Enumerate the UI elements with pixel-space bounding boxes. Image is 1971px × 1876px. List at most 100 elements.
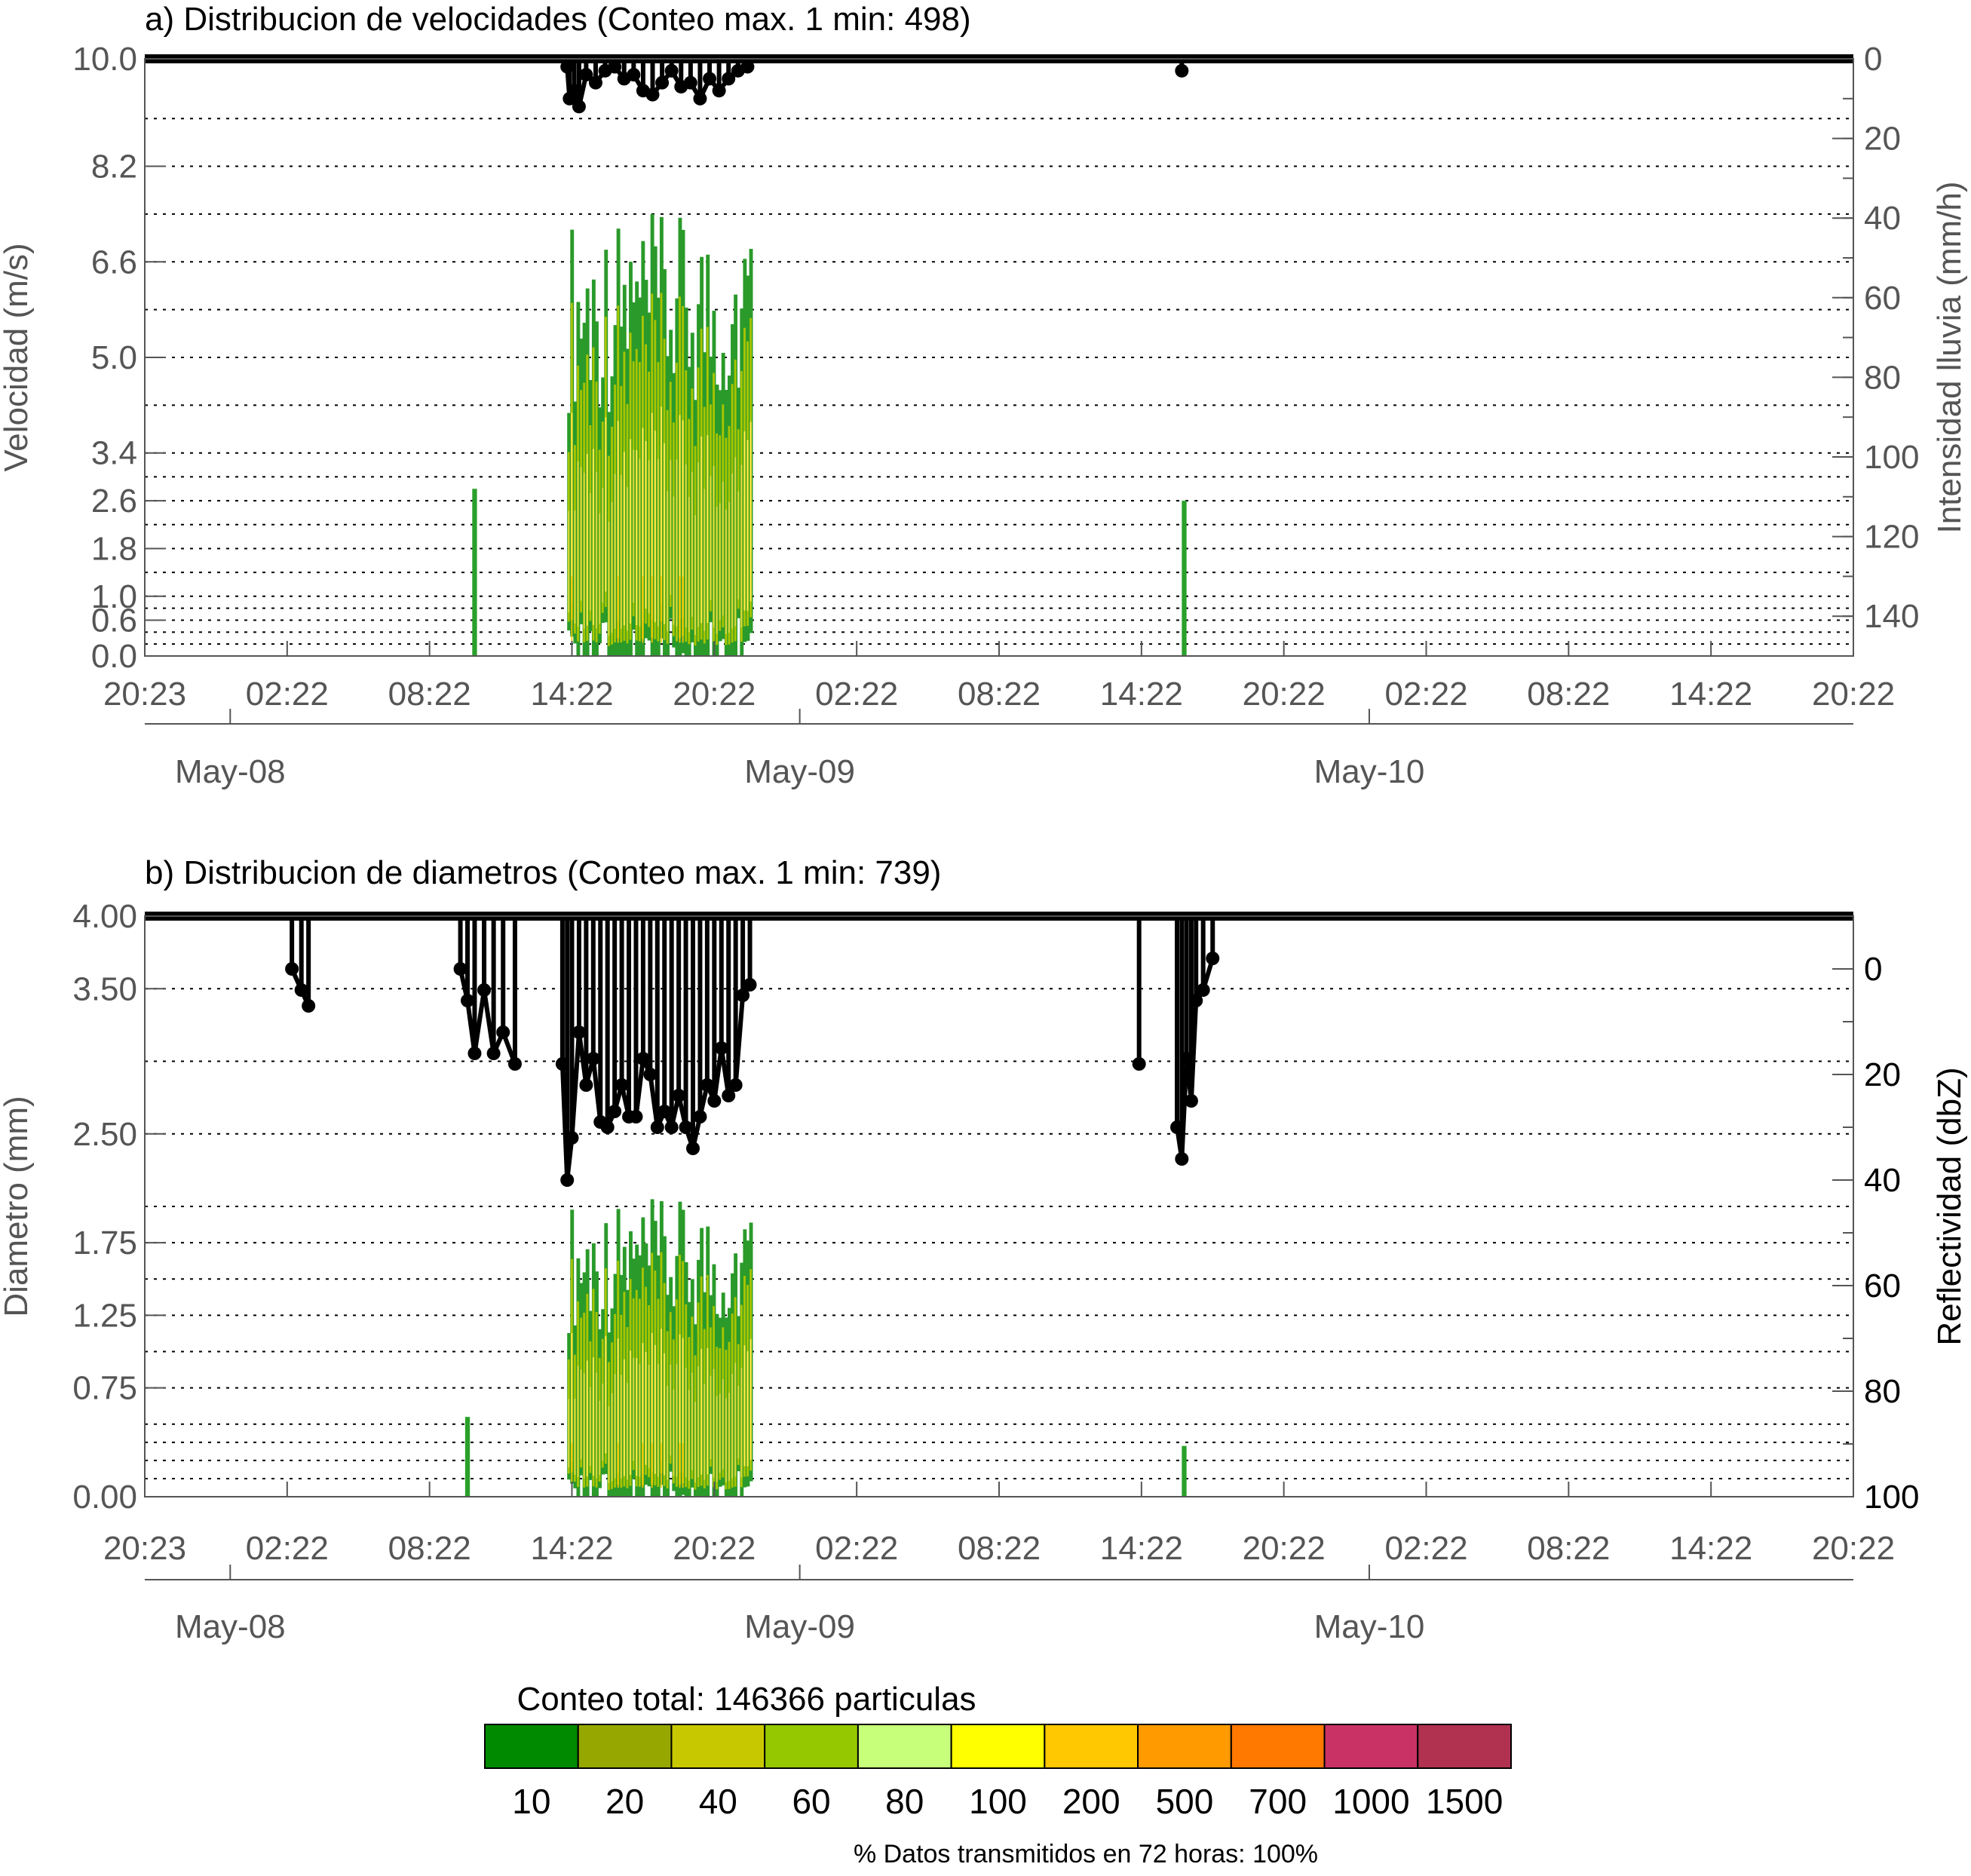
series-segment bbox=[482, 989, 496, 1054]
band-streak-core bbox=[580, 467, 582, 601]
band-streak-core bbox=[577, 461, 579, 627]
intensity-series bbox=[145, 54, 1853, 114]
band-streak-core bbox=[667, 491, 669, 632]
colorbar-label: 20 bbox=[605, 1782, 644, 1821]
series-segment bbox=[1179, 1058, 1189, 1160]
y2-tick-label: 100 bbox=[1864, 1479, 1919, 1516]
band-streak-core bbox=[630, 439, 632, 624]
colorbar-label: 500 bbox=[1156, 1782, 1214, 1821]
band-streak-core bbox=[654, 431, 656, 623]
colorbar-label: 1000 bbox=[1332, 1782, 1409, 1821]
band-streak-core bbox=[716, 507, 718, 634]
colorbar-title: Conteo total: 146366 particulas bbox=[517, 1681, 976, 1718]
y-tick-label: 4.00 bbox=[72, 898, 137, 935]
band-streak-core bbox=[749, 1338, 752, 1461]
series-segment bbox=[1188, 1000, 1199, 1102]
distribution-band bbox=[464, 1417, 471, 1497]
band-streak-core bbox=[707, 435, 709, 624]
series-segment bbox=[576, 1031, 589, 1086]
series-segment bbox=[633, 1058, 645, 1117]
band-streak-core bbox=[688, 497, 690, 633]
band-streak-core bbox=[660, 1329, 663, 1462]
band-streak-core bbox=[589, 1387, 591, 1467]
band-streak-core bbox=[586, 1360, 588, 1476]
band-streak-core bbox=[722, 1379, 724, 1470]
date-tick-label: May-09 bbox=[744, 1608, 855, 1645]
band-streak-core bbox=[697, 1366, 700, 1478]
band-streak-core bbox=[589, 492, 591, 611]
x-tick-label: 20:23 bbox=[103, 1530, 186, 1567]
distribution-band bbox=[567, 214, 753, 657]
series-segment bbox=[590, 1058, 603, 1123]
y-tick-label: 1.25 bbox=[72, 1297, 137, 1334]
band-streak-core bbox=[623, 1359, 625, 1476]
distribution-band bbox=[1182, 1445, 1187, 1497]
band-streak-core bbox=[713, 466, 715, 628]
band-streak-hot bbox=[617, 1442, 619, 1488]
y2-axis-label: Reflectividad (dbZ) bbox=[1931, 1067, 1968, 1345]
band-streak-core bbox=[740, 1368, 743, 1478]
y-axis: 4.00 3.50 2.50 1.75 1.25 0.75 0.00 Diametro (mm… bbox=[0, 898, 166, 1516]
band-streak-core bbox=[633, 1357, 635, 1461]
y2-tick-label: 80 bbox=[1864, 359, 1901, 396]
band-streak-core bbox=[673, 1389, 675, 1476]
date-tick-label: May-10 bbox=[1314, 753, 1425, 790]
band-streak-core bbox=[568, 510, 570, 613]
y2-tick-label: 140 bbox=[1864, 598, 1919, 635]
colorbar-label: 60 bbox=[792, 1782, 830, 1821]
band-streak-core bbox=[679, 415, 681, 621]
band-streak-core bbox=[700, 1348, 703, 1475]
band-streak-core bbox=[667, 1385, 669, 1480]
band-streak-core bbox=[746, 440, 749, 611]
band-streak-core bbox=[691, 1372, 693, 1471]
band-streak-core bbox=[571, 1332, 573, 1461]
band-streak-core bbox=[639, 458, 641, 627]
x-tick-label: 14:22 bbox=[1100, 1530, 1183, 1567]
date-tick-label: May-10 bbox=[1314, 1608, 1425, 1645]
date-tick-label: May-08 bbox=[175, 1608, 286, 1645]
y-tick-label: 3.4 bbox=[91, 435, 137, 472]
band-streak-hot bbox=[571, 1442, 573, 1488]
x-tick-label: 08:22 bbox=[1527, 1530, 1610, 1567]
band-streak-hot bbox=[617, 576, 619, 643]
y-tick-label: 3.50 bbox=[72, 970, 137, 1007]
band-streak-core bbox=[697, 462, 700, 627]
colorbar-label: 10 bbox=[512, 1782, 550, 1821]
band-streak-core bbox=[731, 474, 734, 629]
band-streak-core bbox=[660, 406, 663, 604]
y2-tick-label: 20 bbox=[1864, 121, 1901, 158]
x-tick-label: 14:22 bbox=[1669, 676, 1752, 713]
band-streak-hot bbox=[682, 1442, 684, 1488]
band-streak-hot bbox=[661, 576, 662, 643]
band-streak-core bbox=[623, 452, 625, 626]
x-tick-label: 08:22 bbox=[958, 1530, 1041, 1567]
band-streak-core bbox=[636, 1358, 638, 1476]
y2-axis: 0 20 40 60 80 100 Reflectividad (dbZ) bbox=[1832, 915, 1968, 1516]
series-point bbox=[740, 60, 755, 74]
y2-tick-label: 20 bbox=[1864, 1056, 1901, 1093]
band-streak-core bbox=[620, 474, 622, 629]
y2-tick-label: 40 bbox=[1864, 200, 1901, 237]
band-streak-core bbox=[657, 458, 659, 627]
footer-note: % Datos transmitidos en 72 horas: 100% bbox=[854, 1840, 1318, 1868]
y-tick-label: 2.50 bbox=[72, 1116, 137, 1153]
colorbar-label: 40 bbox=[699, 1782, 737, 1821]
colorbar-swatch bbox=[1230, 1724, 1326, 1769]
colorbar-swatch bbox=[857, 1724, 952, 1769]
date-tick-label: May-09 bbox=[744, 753, 855, 790]
y2-tick-label: 120 bbox=[1864, 519, 1919, 556]
band-streak-core bbox=[577, 1366, 579, 1477]
x-tick-label: 02:22 bbox=[815, 1530, 898, 1567]
panel-title: a) Distribucion de velocidades (Conteo m… bbox=[145, 1, 971, 38]
colorbar-label: 1500 bbox=[1426, 1782, 1503, 1821]
band-streak-core bbox=[651, 412, 653, 620]
band-streak-core bbox=[707, 1347, 709, 1475]
band-streak-core bbox=[614, 1374, 616, 1479]
band-streak-core bbox=[737, 491, 740, 599]
x-tick-label: 02:22 bbox=[1384, 676, 1467, 713]
date-tick-label: May-08 bbox=[175, 753, 286, 790]
band-streak-core bbox=[676, 459, 678, 627]
x-tick-label: 02:22 bbox=[246, 1530, 329, 1567]
band-streak-core bbox=[580, 1369, 582, 1460]
y-tick-label: 1.0 bbox=[91, 578, 137, 615]
